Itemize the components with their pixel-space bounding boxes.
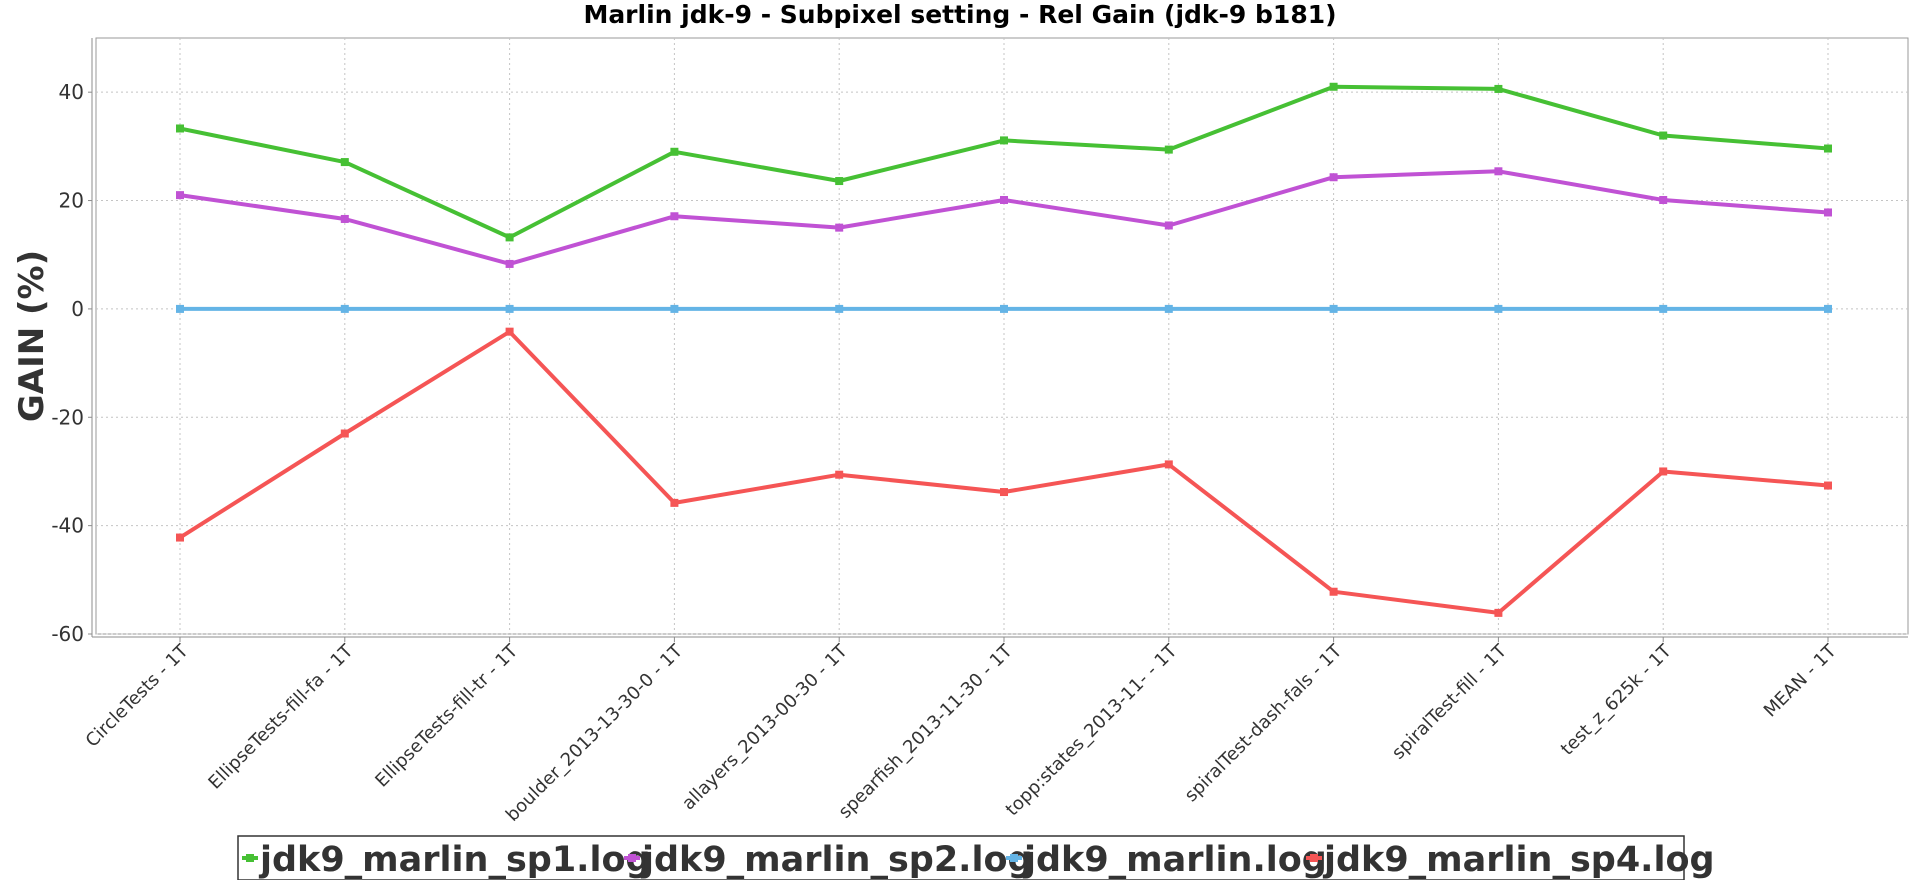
data-point: [1000, 488, 1008, 497]
data-point: [1659, 131, 1668, 140]
data-point: [1164, 460, 1173, 469]
data-point: [176, 304, 184, 313]
data-point: [1329, 587, 1338, 596]
data-point: [670, 147, 679, 156]
legend-swatch-marker: [1010, 854, 1018, 862]
chart-title: Marlin jdk-9 - Subpixel setting - Rel Ga…: [583, 0, 1336, 29]
data-point: [1164, 221, 1173, 230]
data-point: [835, 223, 844, 232]
data-point: [1659, 196, 1668, 205]
series-4: [176, 327, 1832, 617]
data-point: [505, 304, 514, 313]
y-tick-label: -60: [51, 622, 84, 646]
data-point: [340, 214, 349, 223]
legend-swatch-marker: [246, 854, 254, 862]
data-point: [1494, 608, 1503, 617]
data-point: [1494, 167, 1503, 176]
legend-label: jdk9_marlin.log: [1022, 840, 1327, 880]
legend-label: jdk9_marlin_sp4.log: [1322, 840, 1715, 880]
data-point: [1659, 467, 1668, 476]
data-point: [1824, 208, 1832, 217]
y-tick-label: 0: [71, 297, 84, 321]
y-tick-label: -20: [51, 405, 84, 429]
x-tick-label: test_z_625k - 1T: [1557, 640, 1677, 760]
data-point: [835, 304, 844, 313]
data-point: [1329, 173, 1338, 182]
data-point: [505, 259, 514, 268]
data-point: [1824, 304, 1832, 313]
x-tick-label: MEAN - 1T: [1760, 640, 1841, 721]
y-axis-label: GAIN (%): [12, 250, 52, 422]
data-point: [670, 212, 679, 221]
data-point: [340, 304, 349, 313]
data-point: [1000, 196, 1008, 205]
data-point: [835, 177, 844, 186]
data-point: [340, 429, 349, 438]
data-point: [1164, 304, 1173, 313]
legend-item: jdk9_marlin_sp1.log: [242, 840, 651, 880]
data-point: [835, 470, 844, 479]
x-tick-label: EllipseTests-fill-tr - 1T: [371, 640, 523, 792]
legend-label: jdk9_marlin_sp1.log: [258, 840, 651, 880]
y-tick-label: 40: [59, 80, 84, 104]
data-point: [1000, 136, 1008, 145]
data-point: [670, 498, 679, 507]
legend-item: jdk9_marlin_sp2.log: [624, 840, 1033, 880]
x-tick-label: allayers_2013-00-30 - 1T: [678, 640, 852, 814]
series-1: [176, 82, 1832, 242]
x-tick-label: EllipseTests-fill-fa - 1T: [204, 640, 358, 794]
data-point: [1329, 82, 1338, 91]
data-point: [340, 158, 349, 167]
data-point: [1329, 304, 1338, 313]
series-3: [176, 304, 1832, 313]
legend-item: jdk9_marlin_sp4.log: [1306, 840, 1715, 880]
data-point: [1824, 481, 1832, 490]
x-tick-label: boulder_2013-13-30-0 - 1T: [502, 640, 688, 826]
legend-label: jdk9_marlin_sp2.log: [640, 840, 1033, 880]
data-point: [1164, 145, 1173, 154]
data-point: [1000, 304, 1008, 313]
legend-item: jdk9_marlin.log: [1006, 840, 1327, 880]
data-point: [505, 327, 514, 336]
data-point: [1494, 84, 1503, 93]
data-point: [1824, 144, 1832, 153]
series-group: [176, 82, 1832, 617]
x-tick-label: CircleTests - 1T: [82, 640, 194, 752]
x-tick-label: topp:states_2013-11- - 1T: [1002, 640, 1182, 820]
y-tick-label: 20: [59, 189, 84, 213]
data-point: [670, 304, 679, 313]
data-point: [1659, 304, 1668, 313]
data-point: [1494, 304, 1503, 313]
x-tick-label: spearfish_2013-11-30 - 1T: [834, 640, 1017, 823]
y-tick-label: -40: [51, 514, 84, 538]
legend-swatch-marker: [628, 854, 636, 862]
data-point: [176, 533, 184, 542]
data-point: [176, 191, 184, 200]
legend-box: [237, 835, 1685, 880]
x-tick-label: spiralTest-dash-fals - 1T: [1181, 640, 1347, 806]
legend: jdk9_marlin_sp1.logjdk9_marlin_sp2.logjd…: [237, 835, 1715, 880]
series-2: [176, 167, 1832, 268]
data-point: [505, 233, 514, 242]
x-tick-label: spiralTest-fill - 1T: [1388, 640, 1512, 764]
legend-swatch-marker: [1310, 854, 1318, 862]
data-point: [176, 124, 184, 133]
